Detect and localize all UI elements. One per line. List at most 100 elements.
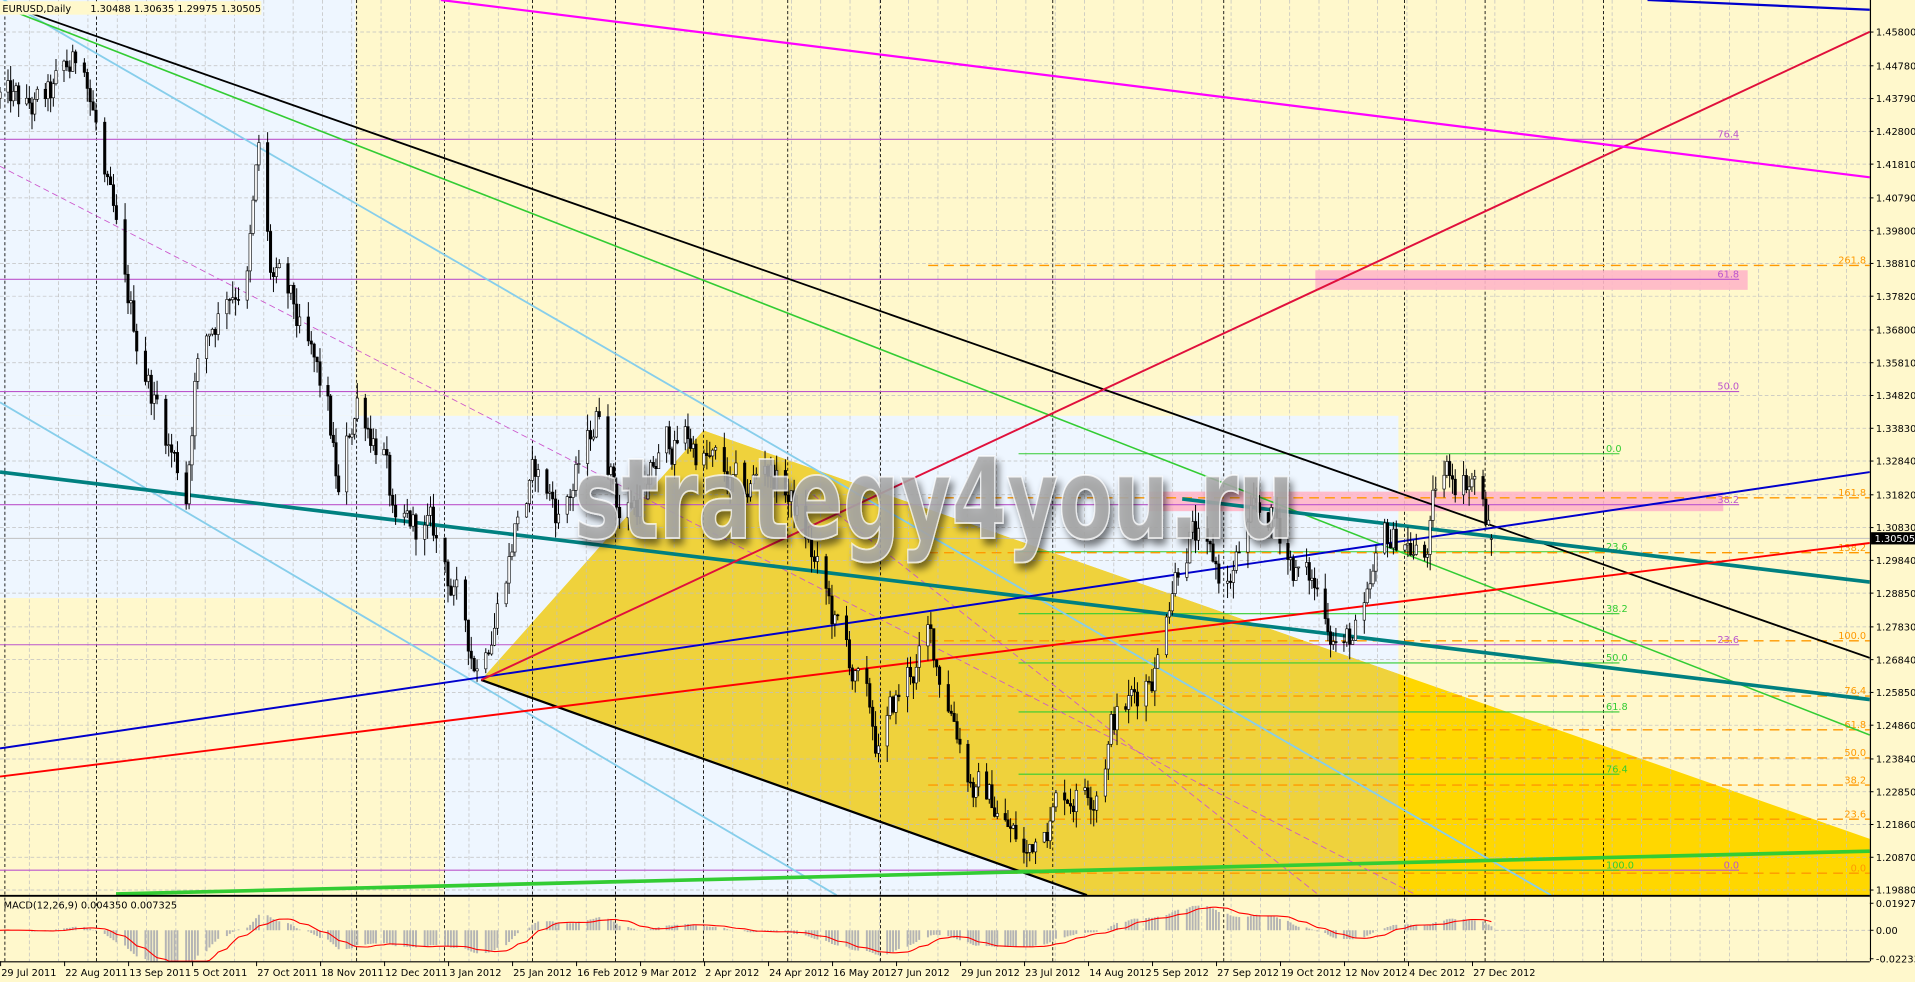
candle[interactable]	[382, 442, 386, 456]
candle[interactable]	[1071, 799, 1075, 823]
candle[interactable]	[94, 102, 98, 131]
candle[interactable]	[1445, 455, 1449, 479]
candle[interactable]	[1083, 778, 1087, 795]
candle[interactable]	[1156, 648, 1160, 669]
candle[interactable]	[143, 336, 147, 386]
candle[interactable]	[1431, 475, 1435, 528]
candle[interactable]	[1089, 786, 1093, 825]
candle[interactable]	[1275, 496, 1279, 530]
candle[interactable]	[850, 664, 854, 690]
candle[interactable]	[228, 297, 232, 315]
candle[interactable]	[946, 670, 950, 713]
candle[interactable]	[129, 291, 133, 315]
candle[interactable]	[812, 550, 817, 569]
candle[interactable]	[783, 459, 787, 503]
candle[interactable]	[504, 580, 508, 608]
candle[interactable]	[1434, 476, 1438, 498]
candle[interactable]	[1403, 543, 1407, 553]
candle[interactable]	[993, 796, 997, 818]
candle[interactable]	[554, 489, 558, 538]
candle[interactable]	[1048, 806, 1052, 849]
time-axis[interactable]: 29 Jul 2011 22 Aug 2011 13 Sep 2011 5 Oct 2…	[0, 961, 1536, 979]
candle[interactable]	[1054, 790, 1058, 812]
candle[interactable]	[792, 479, 796, 529]
candle[interactable]	[824, 553, 828, 605]
candle[interactable]	[350, 428, 354, 446]
candle[interactable]	[103, 117, 107, 183]
candle[interactable]	[187, 460, 191, 510]
candle[interactable]	[306, 302, 310, 347]
candle[interactable]	[836, 613, 840, 621]
candle[interactable]	[914, 654, 918, 690]
candle[interactable]	[1164, 614, 1169, 658]
candle[interactable]	[804, 490, 808, 549]
candle[interactable]	[938, 665, 942, 698]
candle[interactable]	[1487, 504, 1491, 526]
candle[interactable]	[649, 459, 653, 485]
candle[interactable]	[1170, 581, 1174, 616]
candle[interactable]	[369, 415, 373, 453]
candle[interactable]	[312, 342, 316, 373]
candle[interactable]	[155, 380, 159, 405]
candle[interactable]	[1368, 568, 1372, 599]
candle[interactable]	[533, 455, 537, 492]
candle[interactable]	[551, 481, 555, 508]
candle[interactable]	[911, 676, 915, 700]
candle[interactable]	[455, 566, 459, 600]
candle[interactable]	[810, 527, 814, 573]
blue-trend-line[interactable]	[0, 471, 1870, 750]
candle[interactable]	[731, 474, 735, 493]
candle[interactable]	[615, 477, 619, 520]
candle[interactable]	[173, 450, 177, 462]
candle[interactable]	[1354, 614, 1358, 641]
candle[interactable]	[588, 420, 593, 451]
candle[interactable]	[1217, 554, 1221, 594]
candle[interactable]	[530, 446, 534, 484]
candle[interactable]	[667, 420, 671, 455]
candle[interactable]	[789, 490, 793, 518]
candle[interactable]	[257, 134, 261, 171]
candle[interactable]	[657, 444, 661, 469]
candle[interactable]	[123, 203, 127, 283]
candle[interactable]	[1003, 798, 1007, 822]
candle[interactable]	[1345, 624, 1349, 647]
candle[interactable]	[446, 559, 450, 603]
candle[interactable]	[1411, 540, 1416, 560]
candle[interactable]	[1442, 460, 1446, 498]
candle[interactable]	[135, 323, 139, 365]
candle[interactable]	[906, 657, 910, 713]
candle[interactable]	[705, 439, 709, 470]
candle[interactable]	[1394, 520, 1398, 552]
candle[interactable]	[1132, 677, 1137, 704]
candle[interactable]	[337, 464, 341, 496]
candle[interactable]	[1409, 532, 1413, 557]
candle[interactable]	[1467, 476, 1471, 506]
candle[interactable]	[1297, 566, 1301, 577]
candle[interactable]	[1286, 536, 1290, 575]
candle[interactable]	[586, 414, 590, 480]
candle[interactable]	[556, 499, 561, 529]
candle[interactable]	[725, 457, 729, 495]
candle[interactable]	[1252, 482, 1256, 508]
candle[interactable]	[545, 468, 549, 500]
candle[interactable]	[571, 483, 575, 512]
candle[interactable]	[686, 413, 690, 454]
pink-zone[interactable]	[1148, 491, 1724, 512]
candle[interactable]	[231, 281, 235, 304]
candle[interactable]	[1386, 518, 1390, 558]
candle[interactable]	[908, 656, 913, 685]
candle[interactable]	[1066, 798, 1070, 804]
candle[interactable]	[1127, 679, 1131, 724]
candle[interactable]	[609, 463, 613, 491]
candle[interactable]	[1473, 469, 1477, 495]
candle[interactable]	[536, 463, 540, 493]
candle[interactable]	[1428, 515, 1432, 571]
candle[interactable]	[708, 441, 712, 459]
candle[interactable]	[385, 436, 389, 469]
candle[interactable]	[1095, 791, 1099, 823]
candle[interactable]	[394, 494, 398, 525]
candle[interactable]	[1103, 759, 1107, 803]
candle[interactable]	[807, 525, 811, 543]
candle[interactable]	[874, 711, 878, 758]
candle[interactable]	[632, 496, 636, 516]
